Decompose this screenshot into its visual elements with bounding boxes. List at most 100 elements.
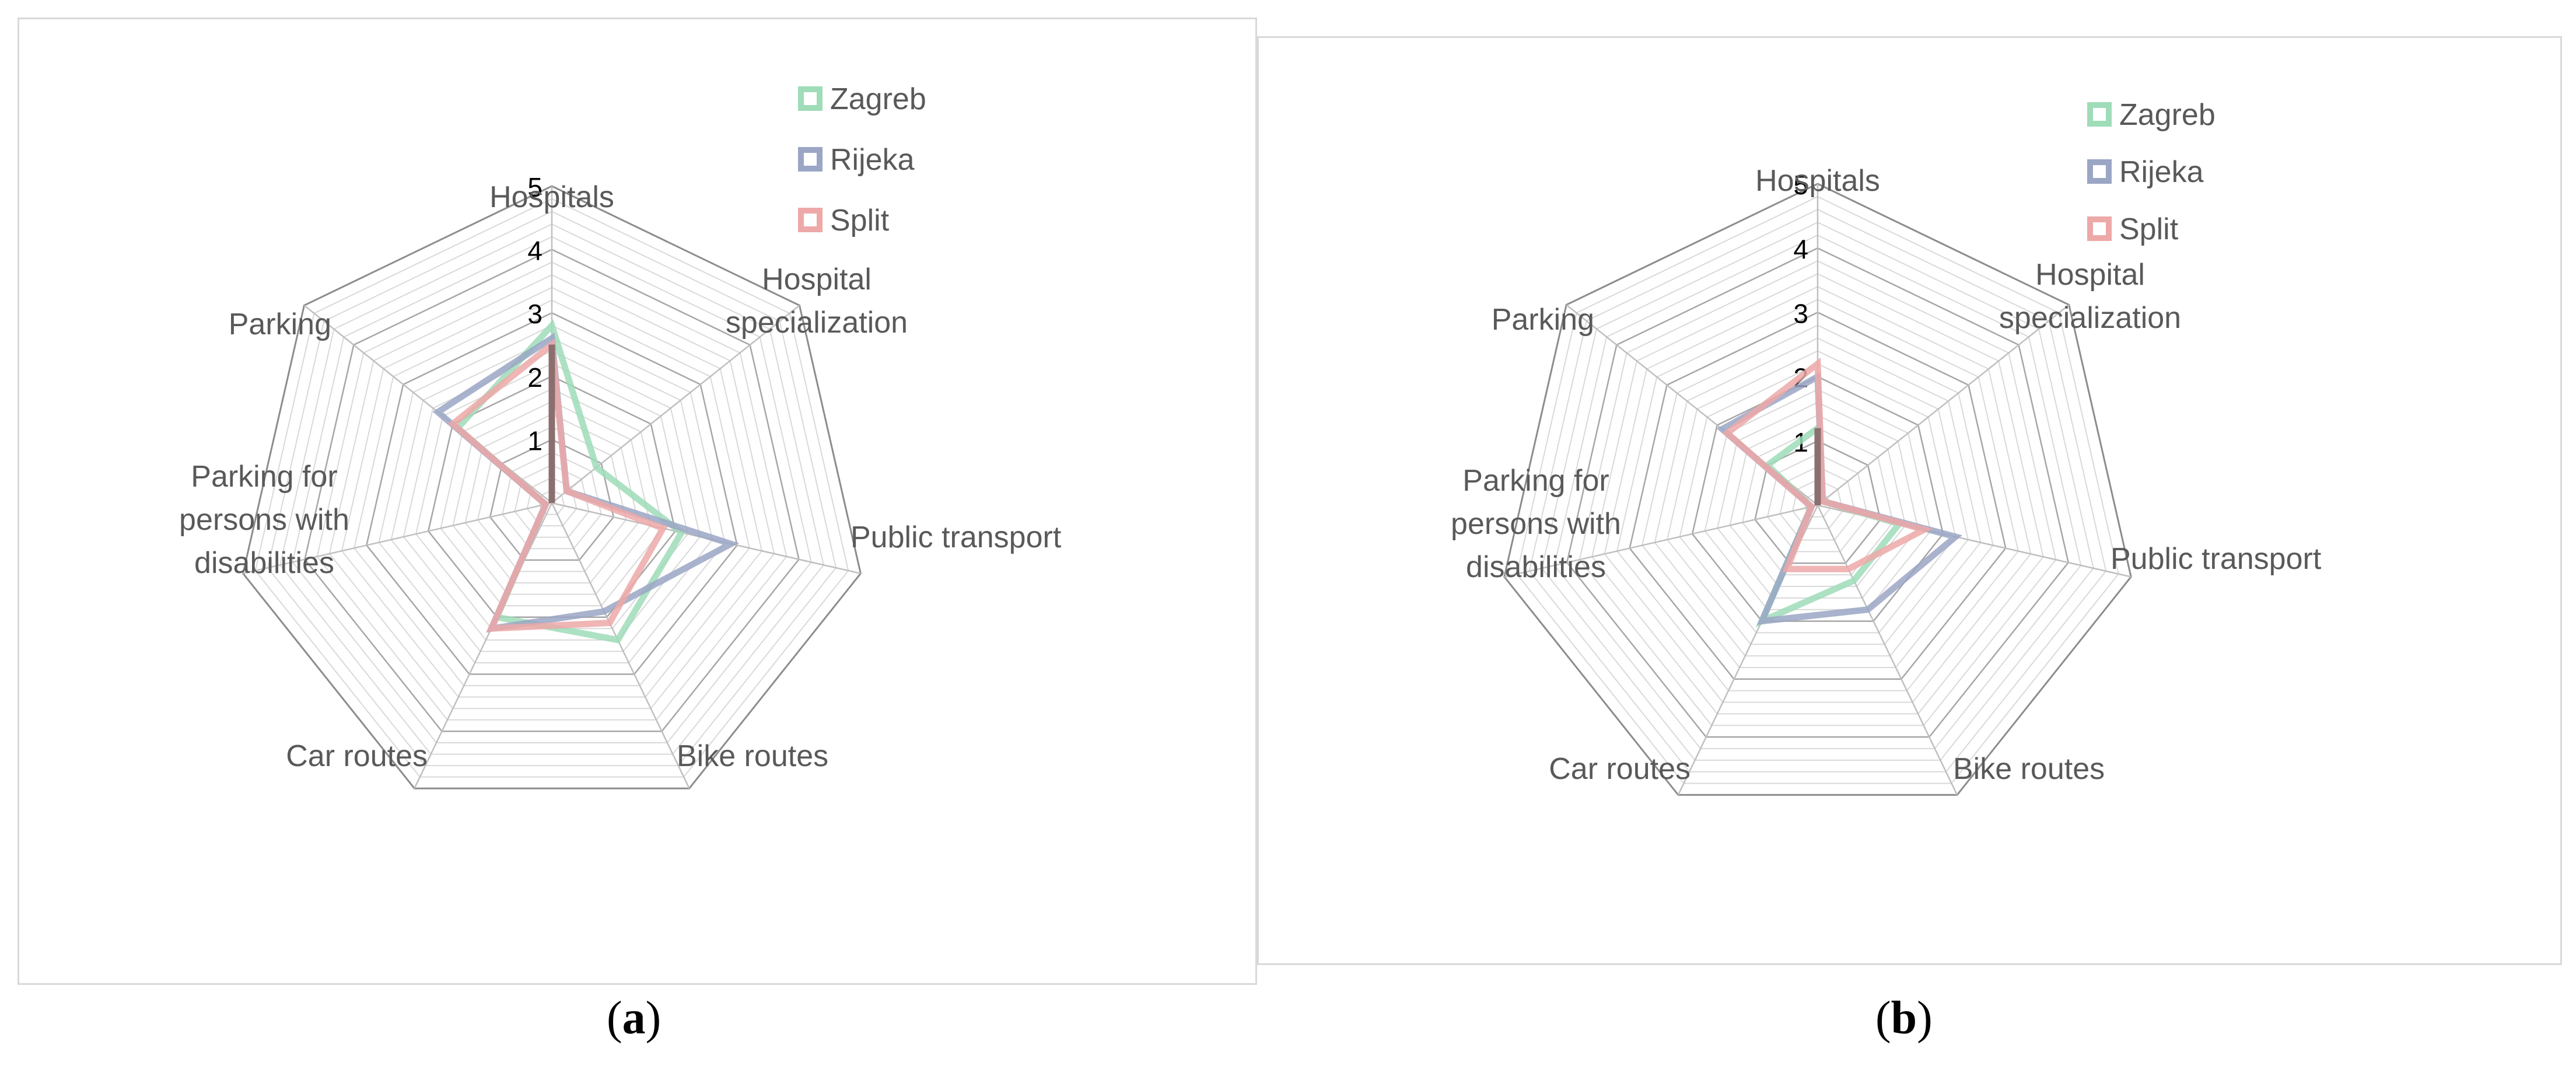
minor-gridline [1578, 260, 2057, 726]
minor-gridline [341, 286, 763, 698]
radar-chart-b: 1 2 3 4 5 Hospitals Hospital specialization Publ… [1257, 36, 2562, 965]
minor-gridline [1591, 273, 2044, 715]
legend-label-split: Split [2119, 212, 2179, 246]
caption-b: (b) [1875, 992, 1933, 1044]
minor-gridline [1654, 337, 1982, 657]
series-zagreb-point [617, 639, 619, 641]
series-split-point [1822, 501, 1824, 502]
series-split-point [1786, 568, 1788, 570]
minor-gridline [464, 413, 639, 583]
series-zagreb-point [596, 467, 597, 469]
tick-label: 4 [527, 236, 542, 266]
series-rijeka-point [1721, 428, 1723, 430]
minor-gridline [279, 223, 824, 755]
legend-label-zagreb: Zagreb [2119, 98, 2216, 132]
series-rijeka-point [551, 337, 552, 339]
axis-spoke [551, 502, 690, 789]
minor-gridline [1766, 453, 1869, 553]
axis-label: Bike routes [1953, 752, 2105, 786]
axis-label: Hospitals [489, 180, 614, 214]
legend-swatch-rijeka [798, 147, 822, 172]
series-split-point [545, 504, 547, 505]
series-split-point [662, 527, 664, 529]
major-gridline [366, 312, 738, 675]
series-zagreb-point [1853, 580, 1855, 582]
minor-gridline [1741, 427, 1894, 576]
axis-spoke [1504, 504, 1818, 578]
series-rijeka-point [1867, 609, 1869, 610]
legend-swatch-zagreb [2087, 102, 2112, 127]
radar-chart-a: 1 2 3 4 5 Hospitals Hospital specialization Publ… [18, 18, 1257, 985]
major-gridline [1691, 376, 1944, 622]
minor-gridline [1642, 324, 1994, 669]
series-split-point [566, 490, 568, 492]
minor-gridline [378, 324, 726, 663]
minor-gridline [1516, 195, 2119, 784]
series-split-point [608, 622, 610, 624]
legend-swatch-split [2087, 216, 2112, 241]
series-split-point [452, 423, 454, 425]
axis-label: Hospitals [1755, 164, 1880, 198]
series-rijeka-point [1955, 536, 1957, 537]
tick-label: 5 [1793, 170, 1808, 200]
outer-gridline [242, 185, 862, 789]
axis-label: Bike routes [677, 739, 828, 773]
axis-label: Car routes [1549, 752, 1690, 786]
minor-gridline [1679, 363, 1957, 634]
tick-label: 5 [527, 172, 542, 202]
axis-label: Public transport [850, 520, 1062, 554]
minor-gridline [477, 426, 627, 572]
legend-swatch-split [798, 208, 822, 232]
legend-label-zagreb: Zagreb [830, 82, 926, 116]
minor-gridline [452, 401, 652, 595]
major-gridline [304, 249, 800, 732]
series-split-line [1722, 357, 1933, 572]
axis-label: Parking for persons with disabilities [179, 460, 349, 580]
caption-a: (a) [607, 992, 662, 1044]
major-gridline [1629, 312, 2007, 680]
axis-label: Parking [1492, 303, 1594, 337]
axis-spoke [551, 305, 800, 504]
series-rijeka-point [437, 411, 439, 413]
axis-label: Car routes [286, 739, 428, 773]
minor-gridline [354, 299, 750, 687]
minor-gridline [440, 388, 664, 607]
minor-gridline [1729, 414, 1906, 588]
series-split-point [1923, 529, 1925, 530]
axis-label: Hospital specialization [1999, 258, 2181, 335]
axis-label: Hospital specialization [726, 263, 908, 340]
axis-spoke [243, 502, 552, 575]
legend-swatch-rijeka [2087, 159, 2112, 184]
minor-gridline [1616, 299, 2019, 691]
minor-gridline [254, 198, 849, 778]
minor-gridline [1704, 389, 1931, 610]
series-split-point [1726, 432, 1728, 434]
axis-spoke [1817, 505, 1958, 795]
legend-label-rijeka: Rijeka [2119, 155, 2204, 189]
minor-gridline [267, 211, 837, 767]
outer-gridline [1503, 183, 2132, 796]
tick-label: 3 [527, 299, 542, 329]
minor-gridline [1667, 350, 1969, 645]
minor-gridline [1604, 286, 2032, 703]
tick-label: 1 [527, 425, 542, 456]
minor-gridline [1528, 208, 2107, 773]
major-gridline [1566, 247, 2070, 738]
major-gridline [1754, 440, 1881, 564]
minor-gridline [328, 274, 775, 709]
axis-label: Parking for persons with disabilities [1451, 464, 1621, 584]
series-rijeka-line [432, 333, 740, 633]
axis-label: Public transport [2110, 542, 2322, 576]
minor-gridline [316, 261, 788, 721]
series-split-point [1811, 506, 1812, 508]
series-split-point [1847, 568, 1849, 570]
minor-gridline [1541, 222, 2094, 761]
series-rijeka-point [730, 543, 732, 545]
series-rijeka-point [1761, 620, 1763, 622]
series-split-point [1817, 363, 1818, 365]
minor-gridline [390, 337, 713, 652]
tick-label: 4 [1793, 234, 1808, 264]
series-split-point [491, 628, 492, 630]
series-zagreb-line [453, 319, 686, 644]
minor-gridline [1553, 235, 2082, 750]
